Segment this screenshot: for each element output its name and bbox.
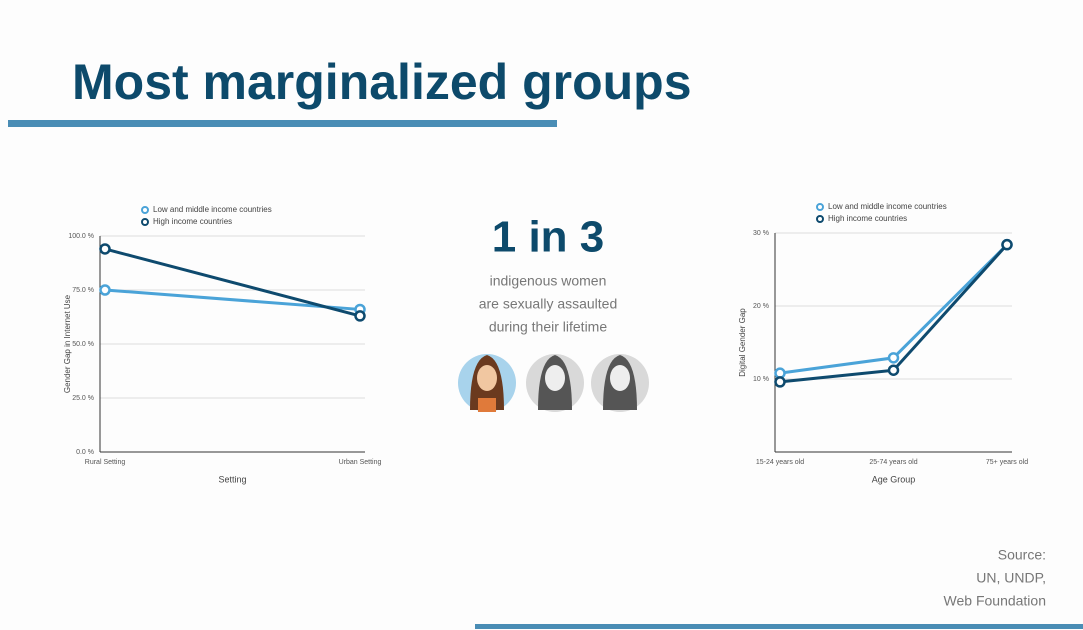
legend-label: High income countries <box>153 217 232 226</box>
x-tick-label: 25-74 years old <box>869 459 917 466</box>
y-tick-label: 75.0 % <box>72 287 94 294</box>
legend-marker <box>142 219 148 225</box>
y-tick-label: 50.0 % <box>72 341 94 348</box>
legend-marker <box>817 216 823 222</box>
y-tick-label: 20 % <box>753 303 769 310</box>
legend-label: Low and middle income countries <box>153 205 272 214</box>
slide-title: Most marginalized groups <box>72 54 692 110</box>
x-tick-label: Urban Setting <box>339 459 382 466</box>
legend-label: High income countries <box>828 214 907 223</box>
title-underline <box>8 120 557 127</box>
x-axis-label: Age Group <box>872 474 916 484</box>
footer-bar <box>475 624 1083 629</box>
point <box>889 366 898 375</box>
stat-line: are sexually assaulted <box>479 296 618 312</box>
point <box>101 286 110 295</box>
x-axis-label: Setting <box>218 474 246 484</box>
icons <box>458 354 649 412</box>
stat-line: indigenous women <box>490 273 607 289</box>
point <box>889 353 898 362</box>
x-tick-label: Rural Setting <box>85 459 126 466</box>
legend-marker <box>817 204 823 210</box>
y-axis-label: Gender Gap in Internet Use <box>63 294 72 393</box>
source-line: Web Foundation <box>944 593 1046 609</box>
source-line: Source: <box>998 547 1046 563</box>
y-tick-label: 30 % <box>753 230 769 237</box>
source-line: UN, UNDP, <box>976 570 1046 586</box>
point <box>356 311 365 320</box>
stat-value: 1 in 3 <box>492 213 605 262</box>
point <box>776 377 785 386</box>
y-tick-label: 100.0 % <box>68 233 94 240</box>
y-axis-label: Digital Gender Gap <box>738 308 747 377</box>
page: Most marginalized groups 1 in 3 indigeno… <box>0 0 1083 630</box>
slide: Most marginalized groups 1 in 3 indigeno… <box>0 0 1083 630</box>
point <box>1003 240 1012 249</box>
y-tick-label: 10 % <box>753 376 769 383</box>
y-tick-label: 0.0 % <box>76 449 94 456</box>
y-tick-label: 25.0 % <box>72 395 94 402</box>
point <box>101 244 110 253</box>
legend-label: Low and middle income countries <box>828 202 947 211</box>
stat-line: during their lifetime <box>489 319 607 335</box>
x-tick-label: 75+ years old <box>986 459 1028 466</box>
x-tick-label: 15-24 years old <box>756 459 804 466</box>
legend-marker <box>142 207 148 213</box>
